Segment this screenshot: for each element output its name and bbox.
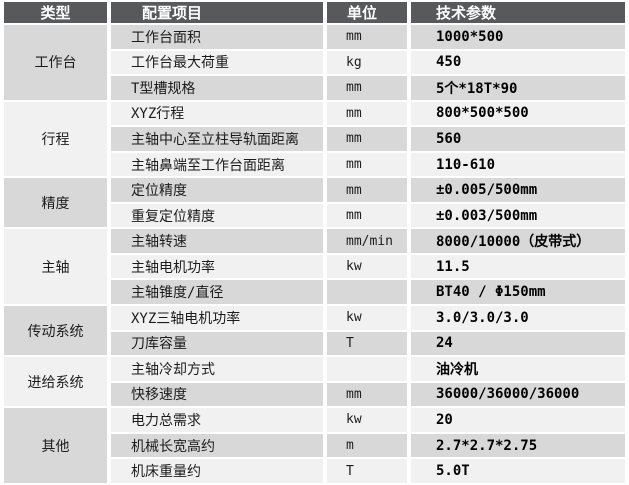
unit-cell: kw: [327, 254, 407, 279]
unit-cell: mm: [327, 101, 407, 126]
table-row: 进给系统 主轴冷却方式 油冷机: [4, 357, 625, 407]
table-row: 刀库容量 T 24: [4, 331, 625, 356]
item-cell: 主轴中心至立柱导轨面距离: [111, 127, 323, 151]
value-cell: 20: [411, 408, 625, 432]
table-row: 机床重量约 T 5.0T: [4, 459, 625, 483]
unit-cell: mm: [327, 382, 407, 407]
value-cell: 11.5: [411, 254, 625, 279]
item-cell: 主轴转速: [111, 229, 323, 253]
group-cell-other: 其他: [4, 408, 107, 483]
group-cell-drive-system: 传动系统: [4, 306, 107, 356]
unit-cell: mm: [327, 203, 407, 228]
item-cell: 主轴电机功率: [111, 254, 323, 279]
table-row: 主轴鼻端至工作台面距离 mm 110-610: [4, 152, 625, 177]
table-row: 主轴锥度/直径 BT40 / Φ150mm: [4, 280, 625, 305]
unit-cell: mm: [327, 152, 407, 177]
table-row: 工作台最大荷重 kg 450: [4, 50, 625, 75]
column-header-value: 技术参数: [411, 2, 625, 23]
unit-cell: [327, 280, 407, 305]
item-cell: 工作台最大荷重: [111, 50, 323, 75]
value-cell: 110-610: [411, 152, 625, 177]
value-cell: 560: [411, 127, 625, 151]
group-cell-precision: 精度: [4, 178, 107, 228]
table-row: 主轴电机功率 kw 11.5: [4, 254, 625, 279]
unit-cell: mm/min: [327, 229, 407, 253]
table-row: 精度 定位精度 mm ±0.005/500mm: [4, 178, 625, 228]
item-cell: 工作台面积: [111, 25, 323, 49]
table-row: 快移速度 mm 36000/36000/36000: [4, 382, 625, 407]
unit-cell: kw: [327, 408, 407, 432]
unit-cell: [327, 357, 407, 381]
value-cell: 450: [411, 50, 625, 75]
table-row: 工作台 工作台面积 mm 1000*500: [4, 25, 625, 100]
value-cell: 2.7*2.7*2.75: [411, 433, 625, 458]
value-cell: 5.0T: [411, 459, 625, 483]
table-row: 传动系统 XYZ三轴电机功率 kw 3.0/3.0/3.0: [4, 306, 625, 356]
group-cell-travel: 行程: [4, 101, 107, 177]
column-header-type: 类型: [4, 2, 107, 23]
value-cell: ±0.005/500mm: [411, 178, 625, 202]
item-cell: 快移速度: [111, 382, 323, 407]
value-cell: 24: [411, 331, 625, 356]
unit-cell: m: [327, 433, 407, 458]
value-cell: 5个*18T*90: [411, 76, 625, 100]
table-row: T型槽规格 mm 5个*18T*90: [4, 76, 625, 100]
value-cell: 3.0/3.0/3.0: [411, 306, 625, 330]
column-header-item: 配置项目: [111, 2, 323, 23]
column-header-unit: 单位: [327, 2, 407, 23]
item-cell: 重复定位精度: [111, 203, 323, 228]
unit-cell: mm: [327, 25, 407, 49]
item-cell: 主轴锥度/直径: [111, 280, 323, 305]
group-cell-worktable: 工作台: [4, 25, 107, 100]
unit-cell: mm: [327, 76, 407, 100]
item-cell: 刀库容量: [111, 331, 323, 356]
unit-cell: T: [327, 331, 407, 356]
item-cell: 机械长宽高约: [111, 433, 323, 458]
item-cell: 电力总需求: [111, 408, 323, 432]
unit-cell: mm: [327, 127, 407, 151]
table-row: 行程 XYZ行程 mm 800*500*500: [4, 101, 625, 177]
item-cell: 机床重量约: [111, 459, 323, 483]
item-cell: 定位精度: [111, 178, 323, 202]
table-row: 机械长宽高约 m 2.7*2.7*2.75: [4, 433, 625, 458]
group-cell-spindle: 主轴: [4, 229, 107, 305]
unit-cell: mm: [327, 178, 407, 202]
unit-cell: T: [327, 459, 407, 483]
value-cell: 8000/10000（皮带式）: [411, 229, 625, 253]
table-row: 其他 电力总需求 kw 20: [4, 408, 625, 483]
value-cell: 36000/36000/36000: [411, 382, 625, 407]
table-row: 重复定位精度 mm ±0.003/500mm: [4, 203, 625, 228]
item-cell: 主轴冷却方式: [111, 357, 323, 381]
value-cell: BT40 / Φ150mm: [411, 280, 625, 305]
group-cell-feed-system: 进给系统: [4, 357, 107, 407]
value-cell: 800*500*500: [411, 101, 625, 126]
value-cell: ±0.003/500mm: [411, 203, 625, 228]
header-row: 类型 配置项目 单位 技术参数: [4, 2, 625, 23]
unit-cell: kg: [327, 50, 407, 75]
value-cell: 1000*500: [411, 25, 625, 49]
item-cell: 主轴鼻端至工作台面距离: [111, 152, 323, 177]
value-cell: 油冷机: [411, 357, 625, 381]
table-row: 主轴 主轴转速 mm/min 8000/10000（皮带式）: [4, 229, 625, 305]
item-cell: XYZ三轴电机功率: [111, 306, 323, 330]
item-cell: XYZ行程: [111, 101, 323, 126]
table-row: 主轴中心至立柱导轨面距离 mm 560: [4, 127, 625, 151]
unit-cell: kw: [327, 306, 407, 330]
item-cell: T型槽规格: [111, 76, 323, 100]
